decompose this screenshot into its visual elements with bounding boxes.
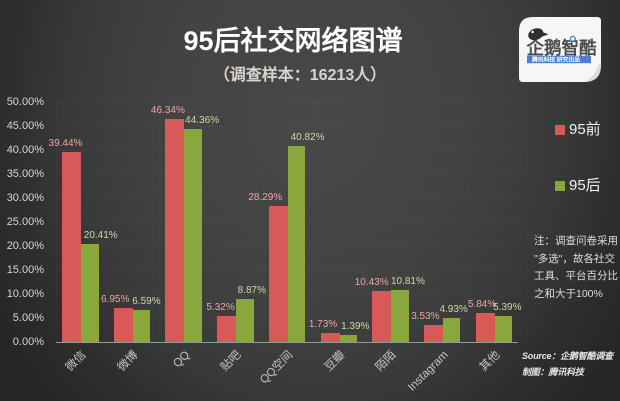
svg-text:腾讯科技 研究出品: 腾讯科技 研究出品 [531, 56, 580, 64]
svg-text:企鹅智酷: 企鹅智酷 [526, 38, 597, 58]
